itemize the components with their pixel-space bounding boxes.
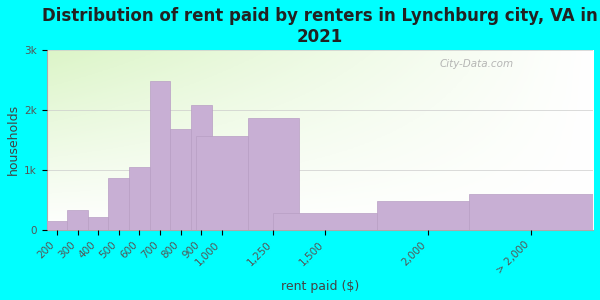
Bar	[149, 81, 170, 230]
Title: Distribution of rent paid by renters in Lynchburg city, VA in
2021: Distribution of rent paid by renters in …	[42, 7, 598, 46]
Bar	[47, 221, 67, 230]
Bar	[469, 194, 593, 230]
Bar	[274, 213, 377, 230]
Bar	[377, 201, 479, 230]
Text: City-Data.com: City-Data.com	[440, 59, 514, 69]
Bar	[248, 118, 299, 230]
Bar	[196, 136, 248, 230]
X-axis label: rent paid ($): rent paid ($)	[281, 280, 359, 293]
Y-axis label: households: households	[7, 104, 20, 176]
Bar	[191, 105, 212, 230]
Bar	[129, 167, 149, 230]
Bar	[170, 129, 191, 230]
Bar	[88, 217, 109, 230]
Bar	[67, 210, 88, 230]
Bar	[109, 178, 129, 230]
